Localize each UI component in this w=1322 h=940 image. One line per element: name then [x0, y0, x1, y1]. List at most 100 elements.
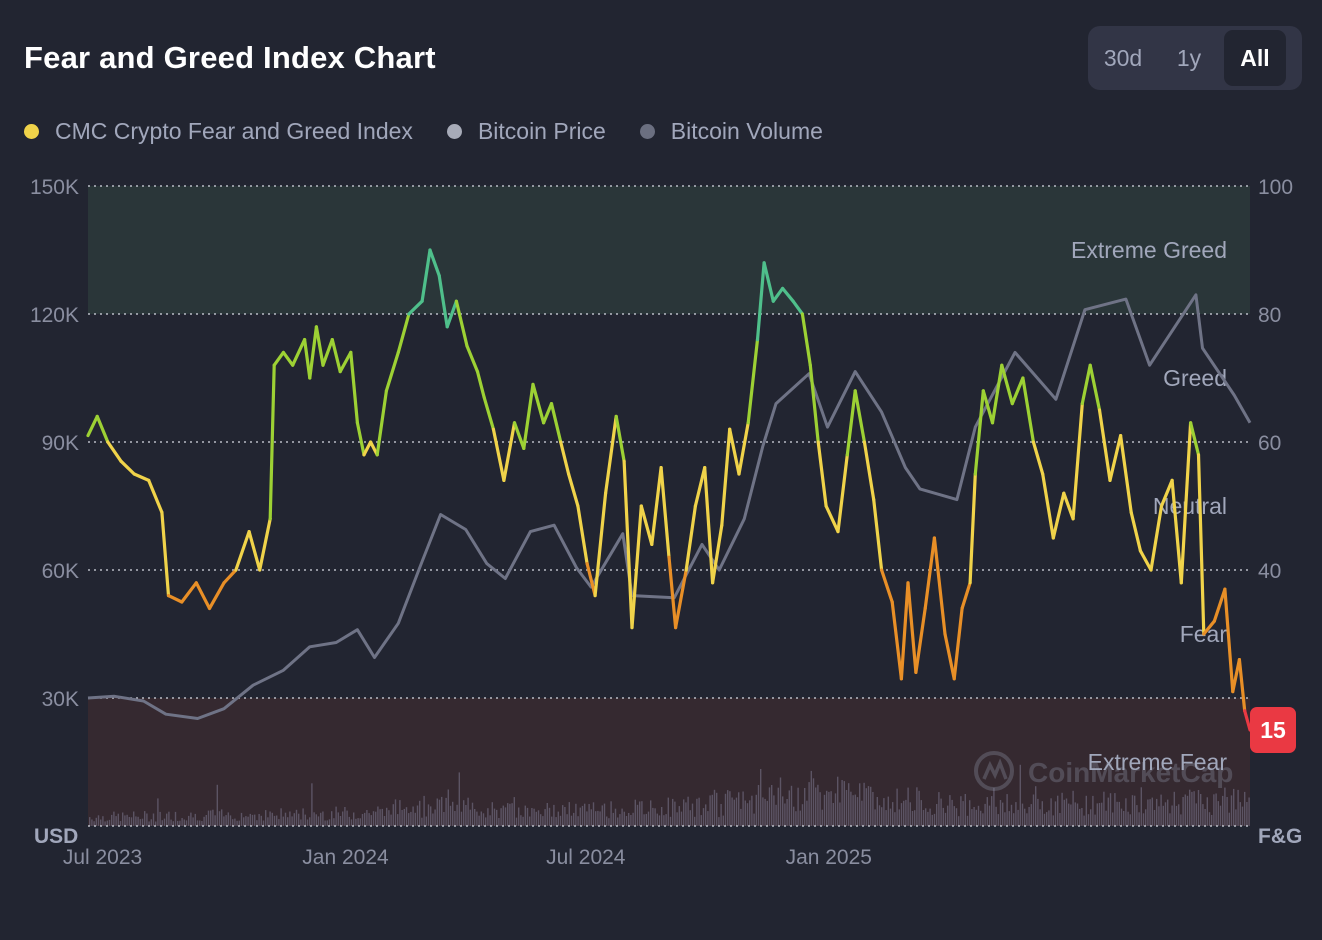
volume-bar: [1065, 798, 1068, 826]
volume-bar: [617, 817, 619, 826]
volume-bar: [889, 808, 892, 826]
volume-bar: [445, 797, 447, 826]
volume-bar: [733, 799, 735, 826]
volume-bar: [210, 810, 212, 826]
volume-bar: [977, 805, 980, 826]
volume-bar: [1030, 804, 1032, 826]
volume-bar: [1191, 791, 1193, 826]
range-all-button[interactable]: All: [1224, 30, 1286, 86]
volume-bar: [729, 791, 731, 826]
volume-bar: [377, 806, 379, 826]
volume-bar: [421, 817, 423, 826]
volume-bar: [408, 813, 410, 826]
volume-bar: [498, 818, 500, 826]
range-30d-button[interactable]: 30d: [1103, 44, 1143, 71]
volume-bar: [141, 818, 144, 826]
fear-greed-segment: [780, 286, 795, 303]
fear-greed-segment: [234, 529, 251, 572]
fear-greed-segment: [872, 498, 884, 572]
volume-bar: [443, 812, 445, 826]
volume-bar: [1032, 794, 1035, 826]
volume-bar: [819, 792, 821, 826]
volume-bar: [735, 797, 738, 826]
volume-bar: [577, 816, 579, 826]
volume-bar: [647, 811, 650, 826]
volume-bar: [870, 786, 872, 826]
volume-bar: [971, 809, 973, 826]
volume-bar: [698, 797, 700, 826]
range-1y-button[interactable]: 1y: [1176, 44, 1202, 71]
volume-bar: [392, 804, 394, 826]
volume-bar: [480, 811, 482, 826]
volume-bar: [509, 803, 511, 826]
volume-bar: [348, 816, 350, 826]
volume-bar: [229, 815, 232, 826]
volume-bar: [951, 799, 953, 826]
volume-bar: [625, 816, 628, 826]
volume-bar: [619, 814, 621, 826]
volume-bar: [1063, 799, 1065, 826]
volume-bar: [355, 818, 357, 826]
volume-bar: [826, 790, 828, 826]
watermark-text: CoinMarketCap: [1028, 757, 1233, 788]
volume-bar: [1054, 801, 1057, 826]
volume-bar: [1193, 791, 1195, 826]
extreme-greed-band: [88, 186, 1250, 314]
left-axis-tick: 90K: [42, 432, 79, 455]
legend-item-fear-greed-index[interactable]: CMC Crypto Fear and Greed Index: [24, 118, 413, 145]
volume-bar: [694, 816, 696, 826]
volume-bar: [1114, 793, 1116, 826]
volume-bar: [265, 810, 267, 826]
volume-bar: [313, 812, 315, 826]
volume-bar: [553, 804, 555, 826]
volume-bar: [742, 791, 744, 826]
fear-greed-segment: [906, 581, 918, 675]
fear-greed-segment: [1118, 434, 1133, 515]
volume-bar: [654, 808, 656, 826]
fear-greed-segment: [147, 478, 164, 515]
volume-bar: [1162, 805, 1164, 826]
volume-bar: [848, 783, 850, 826]
fear-greed-segment: [968, 472, 977, 585]
volume-bar: [520, 815, 522, 826]
fear-greed-segment: [862, 440, 876, 502]
volume-bar: [119, 821, 122, 826]
volume-bar: [757, 785, 760, 826]
volume-bar: [925, 808, 927, 826]
volume-bar: [100, 819, 102, 826]
volume-bar: [854, 794, 856, 826]
volume-bar: [106, 820, 108, 826]
volume-bar: [643, 814, 645, 826]
volume-bar: [806, 800, 808, 826]
right-axis-tick: 40: [1258, 560, 1281, 583]
fear-greed-segment: [180, 581, 198, 604]
volume-bar: [531, 808, 533, 826]
right-axis-unit-label: F&G: [1258, 825, 1302, 848]
fear-greed-segment: [1159, 478, 1174, 508]
fear-greed-segment: [437, 274, 449, 329]
bitcoin-volume-bars: [89, 764, 1250, 826]
volume-bar: [273, 815, 276, 826]
volume-bar: [535, 811, 537, 826]
volume-bar: [738, 792, 740, 826]
volume-bar: [920, 800, 922, 826]
volume-bar: [612, 812, 614, 826]
volume-bar: [1222, 795, 1224, 826]
volume-bar: [295, 809, 298, 826]
volume-bar: [460, 811, 463, 826]
fear-greed-segment: [166, 593, 184, 604]
volume-bar: [705, 804, 707, 826]
volume-bar: [944, 812, 947, 826]
volume-bar: [375, 811, 377, 826]
volume-bar: [865, 788, 867, 826]
volume-bar: [898, 809, 900, 826]
volume-bar: [859, 783, 861, 826]
volume-bar: [1184, 794, 1186, 826]
volume-bar: [1219, 805, 1222, 826]
volume-bar: [467, 797, 469, 826]
legend-item-bitcoin-volume[interactable]: Bitcoin Volume: [639, 118, 823, 145]
fear-greed-segment: [1212, 587, 1227, 623]
volume-bar: [326, 820, 328, 826]
legend-item-bitcoin-price[interactable]: Bitcoin Price: [446, 118, 606, 145]
